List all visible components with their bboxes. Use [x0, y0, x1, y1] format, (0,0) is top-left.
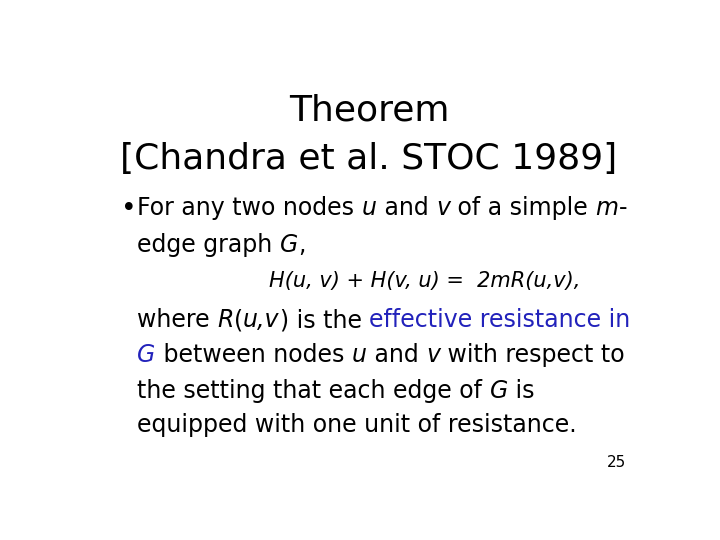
Text: between nodes: between nodes — [156, 343, 351, 367]
Text: the setting that each edge of: the setting that each edge of — [138, 379, 490, 403]
Text: v: v — [436, 196, 450, 220]
Text: •: • — [121, 196, 136, 222]
Text: with respect to: with respect to — [440, 343, 624, 367]
Text: is: is — [508, 379, 535, 403]
Text: where: where — [138, 308, 217, 332]
Text: For any two nodes: For any two nodes — [138, 196, 362, 220]
Text: -: - — [618, 196, 627, 220]
Text: 25: 25 — [606, 455, 626, 470]
Text: edge graph: edge graph — [138, 233, 280, 257]
Text: v: v — [426, 343, 440, 367]
Text: Theorem: Theorem — [289, 94, 449, 128]
Text: ) is the: ) is the — [279, 308, 369, 332]
Text: G: G — [138, 343, 156, 367]
Text: and: and — [377, 196, 436, 220]
Text: G: G — [490, 379, 508, 403]
Text: ,: , — [298, 233, 306, 257]
Text: equipped with one unit of resistance.: equipped with one unit of resistance. — [138, 413, 577, 437]
Text: [Chandra et al. STOC 1989]: [Chandra et al. STOC 1989] — [120, 141, 618, 176]
Text: (: ( — [234, 308, 243, 332]
Text: H(u, v) + H(v, u) =  2mR(u,v),: H(u, v) + H(v, u) = 2mR(u,v), — [269, 271, 580, 291]
Text: and: and — [366, 343, 426, 367]
Text: G: G — [280, 233, 298, 257]
Text: R: R — [217, 308, 234, 332]
Text: u: u — [362, 196, 377, 220]
Text: u: u — [351, 343, 366, 367]
Text: m: m — [595, 196, 618, 220]
Text: of a simple: of a simple — [450, 196, 595, 220]
Text: effective resistance in: effective resistance in — [369, 308, 630, 332]
Text: u,v: u,v — [243, 308, 279, 332]
